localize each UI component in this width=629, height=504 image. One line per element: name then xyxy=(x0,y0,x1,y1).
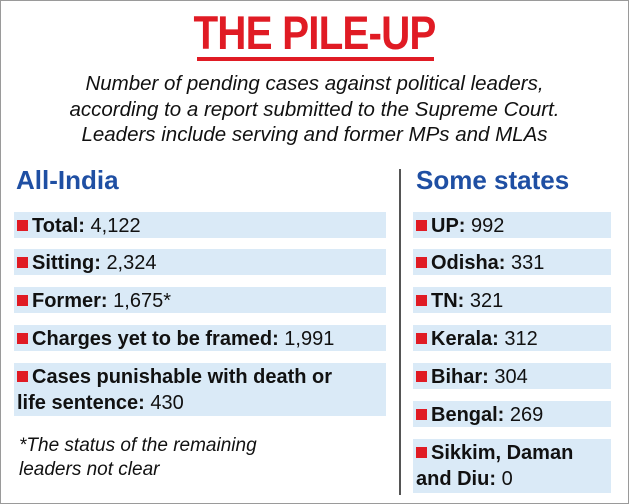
state-row-sikkim-daman-diu: Sikkim, Daman and Diu: 0 xyxy=(413,439,611,493)
row-label: Sikkim, Daman xyxy=(431,442,574,464)
row-value: 0 xyxy=(501,468,513,490)
footnote-line: leaders not clear xyxy=(19,459,160,480)
title-underline xyxy=(197,57,434,61)
footnote-line: *The status of the remaining xyxy=(19,435,257,456)
row-value: 4,122 xyxy=(90,215,141,237)
state-row-bengal: Bengal: 269 xyxy=(413,401,611,427)
row-label: life sentence: xyxy=(17,392,145,414)
bullet-icon xyxy=(17,220,28,231)
all-india-row-death-life: Cases punishable with death or life sent… xyxy=(14,363,386,416)
row-value: 1,675* xyxy=(113,290,171,312)
row-label: Cases punishable with death or xyxy=(32,366,333,388)
row-value: 1,991 xyxy=(284,328,335,350)
row-value: 2,324 xyxy=(106,252,157,274)
row-label: Odisha: xyxy=(431,252,506,274)
bullet-icon xyxy=(416,295,427,306)
bullet-icon xyxy=(416,447,427,458)
bullet-icon xyxy=(416,409,427,420)
state-row-kerala: Kerala: 312 xyxy=(413,325,611,351)
row-label: TN: xyxy=(431,290,465,312)
row-label: Bihar: xyxy=(431,366,489,388)
row-value: 269 xyxy=(509,404,544,426)
row-label: Sitting: xyxy=(32,252,101,274)
bullet-icon xyxy=(17,257,28,268)
column-divider xyxy=(399,169,401,495)
state-row-bihar: Bihar: 304 xyxy=(413,363,611,389)
footnote: *The status of the remaining leaders not… xyxy=(19,434,257,482)
row-value: 331 xyxy=(511,252,545,274)
infographic-title: THE PILE-UP xyxy=(193,6,436,59)
subtitle: Number of pending cases against politica… xyxy=(1,71,628,148)
row-value: 321 xyxy=(469,290,504,312)
row-label: Total: xyxy=(32,215,85,237)
bullet-icon xyxy=(416,220,427,231)
row-label: Kerala: xyxy=(431,328,499,350)
row-value: 304 xyxy=(494,366,528,388)
row-label: Former: xyxy=(32,290,108,312)
all-india-heading: All-India xyxy=(16,165,119,195)
subtitle-line: Number of pending cases against politica… xyxy=(85,72,544,95)
row-value: 992 xyxy=(471,215,505,237)
subtitle-line: Leaders include serving and former MPs a… xyxy=(81,123,548,146)
bullet-icon xyxy=(17,295,28,306)
state-row-tn: TN: 321 xyxy=(413,287,611,313)
bullet-icon xyxy=(17,371,28,382)
state-row-up: UP: 992 xyxy=(413,212,611,238)
row-label: UP: xyxy=(431,215,466,237)
row-label: Bengal: xyxy=(431,404,505,426)
all-india-row-charges: Charges yet to be framed: 1,991 xyxy=(14,325,386,351)
subtitle-line: according to a report submitted to the S… xyxy=(69,97,560,121)
row-value: 430 xyxy=(150,392,184,414)
row-label: Charges yet to be framed: xyxy=(32,328,279,350)
bullet-icon xyxy=(416,371,427,382)
some-states-heading: Some states xyxy=(416,165,570,195)
bullet-icon xyxy=(416,257,427,268)
bullet-icon xyxy=(17,333,28,344)
all-india-row-former: Former: 1,675* xyxy=(14,287,386,313)
all-india-row-total: Total: 4,122 xyxy=(14,212,386,238)
row-value: 312 xyxy=(504,328,538,350)
all-india-row-sitting: Sitting: 2,324 xyxy=(14,249,386,275)
row-label: and Diu: xyxy=(416,468,496,490)
bullet-icon xyxy=(416,333,427,344)
state-row-odisha: Odisha: 331 xyxy=(413,249,611,275)
